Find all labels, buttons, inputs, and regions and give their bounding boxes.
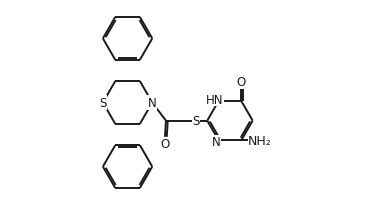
Text: N: N [212, 136, 220, 149]
Text: S: S [99, 97, 107, 109]
Text: NH₂: NH₂ [248, 134, 272, 147]
Text: N: N [148, 97, 157, 109]
Text: HN: HN [206, 93, 224, 106]
Text: O: O [160, 138, 170, 151]
Text: S: S [192, 115, 200, 128]
Text: O: O [237, 76, 246, 89]
